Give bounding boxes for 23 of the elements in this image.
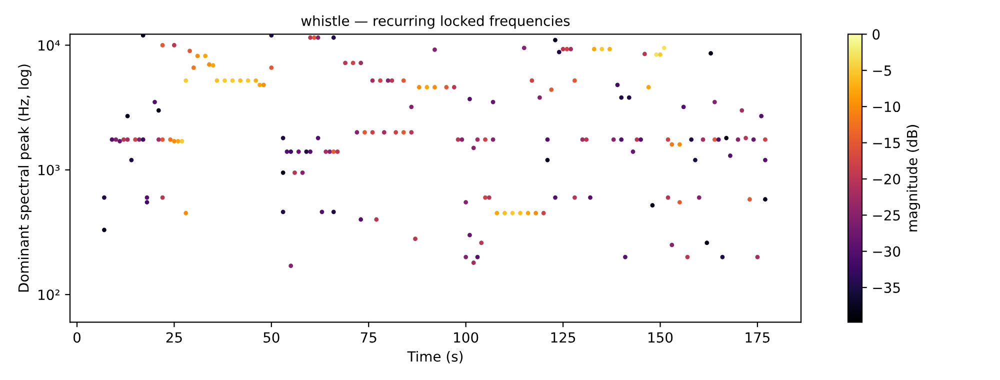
x-tick-label: 150 bbox=[648, 332, 673, 343]
x-tick-label: 175 bbox=[746, 332, 770, 343]
y-tick-label: 10³ bbox=[38, 164, 60, 176]
color-bar-label: −30 bbox=[873, 246, 900, 257]
x-tick-label: 0 bbox=[73, 332, 80, 343]
y-tick-label: 10⁴ bbox=[38, 40, 60, 51]
color-bar-title: magnitude (dB) bbox=[906, 125, 920, 232]
y-axis-title: Dominant spectral peak (Hz, log) bbox=[18, 64, 32, 292]
x-tick-label: 75 bbox=[360, 332, 376, 343]
x-tick-label: 50 bbox=[264, 332, 280, 343]
color-bar-label: −35 bbox=[873, 282, 900, 293]
x-tick-label: 25 bbox=[166, 332, 182, 343]
color-bar-label: −15 bbox=[873, 138, 900, 148]
x-tick-label: 100 bbox=[454, 332, 478, 343]
x-axis-title: Time (s) bbox=[407, 350, 463, 364]
color-bar-label: 0 bbox=[872, 29, 880, 40]
color-bar-label: −20 bbox=[873, 174, 900, 184]
x-tick-label: 125 bbox=[551, 332, 576, 343]
color-bar-label: −10 bbox=[873, 102, 900, 112]
y-tick-label: 10² bbox=[38, 290, 60, 300]
chart-title: whistle — recurring locked frequencies bbox=[301, 15, 570, 29]
color-bar-label: −5 bbox=[873, 66, 891, 76]
color-bar-label: −25 bbox=[873, 210, 900, 221]
